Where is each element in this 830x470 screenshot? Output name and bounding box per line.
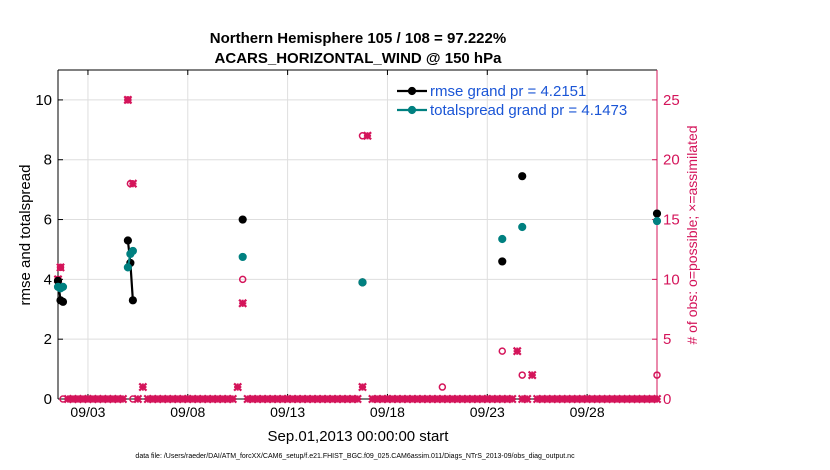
series-point-rmse (498, 257, 507, 266)
obs-possible-marker (518, 371, 526, 379)
x-tick-label: 09/23 (470, 404, 505, 420)
series-point-rmse (518, 172, 527, 181)
obs-assimilated-marker (358, 382, 367, 392)
y-left-tick-label: 2 (44, 331, 52, 348)
obs-assimilated-marker (512, 346, 522, 356)
y-right-tick-label: 5 (663, 331, 671, 348)
plot-area (53, 95, 662, 404)
obs-assimilated-marker (56, 263, 65, 272)
chart-title-line-1: Northern Hemisphere 105 / 108 = 97.222% (210, 30, 506, 47)
series-point-rmse (58, 297, 68, 306)
obs-assimilated-marker (527, 370, 537, 380)
obs-assimilated-marker (123, 95, 133, 105)
x-tick-label: 09/18 (370, 404, 405, 420)
obs-assimilated-marker (233, 382, 243, 392)
y-right-tick-label: 0 (663, 391, 671, 408)
series-point-rmse (123, 236, 132, 245)
y-right-tick-label: 10 (663, 271, 680, 288)
x-axis-label: Sep.01,2013 00:00:00 start (268, 428, 450, 445)
legend-entry: rmse grand pr = 4.2151 (430, 83, 586, 100)
series-point-totalspread (358, 278, 367, 287)
series-point-totalspread (58, 282, 68, 291)
obs-assimilated-marker (228, 394, 238, 404)
footer-data-file: data file: /Users/raeder/DAI/ATM_forcXX/… (135, 453, 575, 460)
y-axis-right-label: # of obs: o=possible; ×=assimilated (684, 125, 700, 344)
obs-assimilated-marker (128, 179, 138, 189)
legend-entry: totalspread grand pr = 4.1473 (430, 102, 627, 119)
y-right-tick-label: 20 (663, 152, 680, 169)
obs-possible-marker (438, 383, 447, 391)
y-axis-left-label: rmse and totalspread (17, 165, 34, 306)
chart-title-line-2: ACARS_HORIZONTAL_WIND @ 150 hPa (215, 50, 503, 67)
y-left-tick-label: 10 (35, 92, 52, 109)
series-point-totalspread (518, 222, 527, 232)
obs-assimilated-marker (652, 394, 662, 404)
obs-possible-marker (653, 371, 661, 379)
x-tick-label: 09/13 (270, 404, 305, 420)
obs-assimilated-marker (363, 131, 372, 141)
series-point-totalspread (238, 252, 247, 262)
y-left-tick-label: 6 (44, 212, 52, 229)
series-point-rmse (652, 209, 662, 218)
y-right-tick-label: 15 (663, 212, 680, 229)
obs-assimilated-marker (507, 394, 517, 404)
legend-marker (407, 105, 417, 115)
grid: 09/03 09/08 09/13 09/18 09/23 09/28 0 2 4 6 8 10 0 5 1… (35, 69, 680, 420)
obs-assimilated-marker (133, 394, 143, 404)
series-point-totalspread (123, 263, 132, 272)
legend: rmse grand pr = 4.2151 totalspread grand … (397, 83, 627, 119)
x-tick-label: 09/08 (170, 404, 205, 420)
y-left-tick-label: 8 (44, 152, 52, 169)
series-point-totalspread (652, 216, 662, 226)
y-left-tick-label: 4 (44, 271, 52, 288)
legend-marker (407, 86, 417, 96)
obs-assimilated-marker (522, 394, 532, 404)
obs-assimilated-marker (353, 394, 362, 404)
y-left-tick-label: 0 (44, 391, 52, 408)
series-point-rmse (238, 215, 247, 224)
obs-possible-marker (238, 275, 247, 284)
y-right-tick-label: 25 (663, 92, 680, 109)
obs-assimilated-marker (138, 382, 148, 392)
series-point-rmse (128, 296, 137, 305)
obs-assimilated-marker (238, 298, 248, 308)
obs-possible-marker (498, 347, 507, 355)
series-point-totalspread (498, 234, 507, 244)
x-tick-label: 09/03 (70, 404, 105, 420)
obs-assimilated-marker (118, 394, 128, 404)
series-point-totalspread (128, 246, 137, 256)
x-tick-label: 09/28 (570, 404, 605, 420)
